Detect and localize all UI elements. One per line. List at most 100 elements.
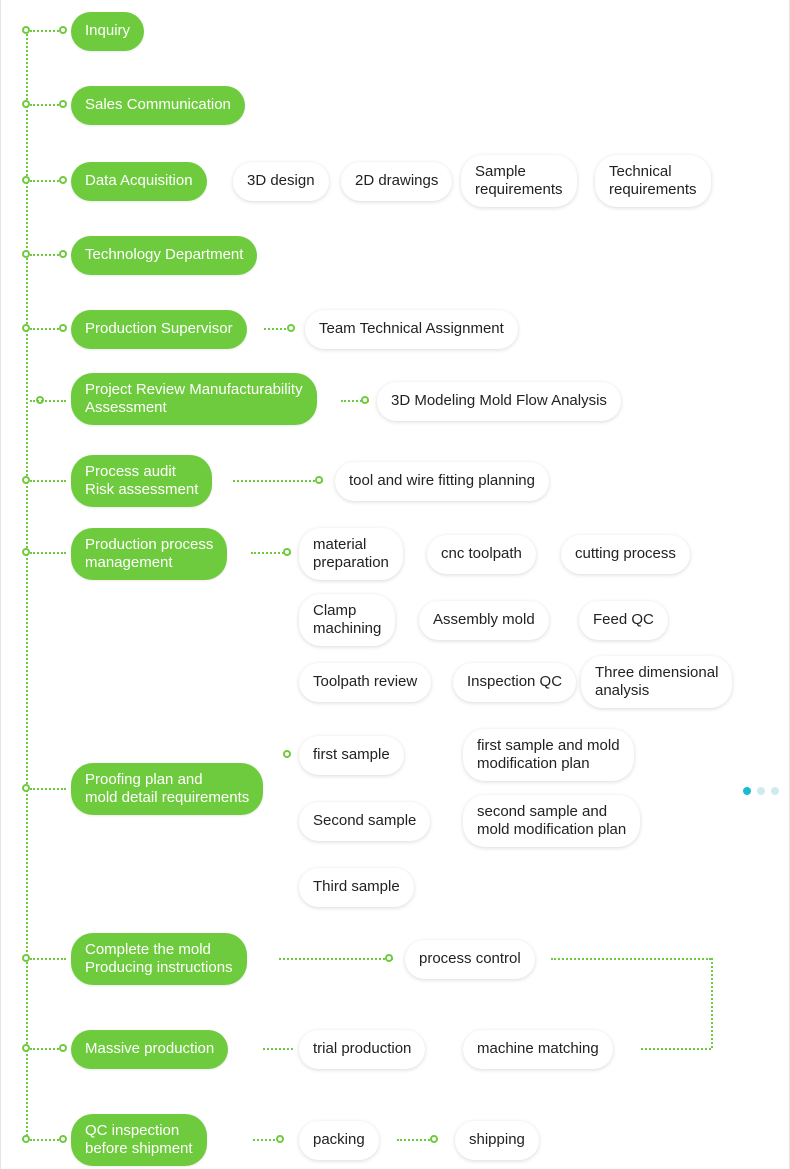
spine-dot	[22, 476, 30, 484]
connector	[711, 958, 713, 1048]
node-dot	[287, 324, 295, 332]
spine-dot	[22, 324, 30, 332]
node-dot	[385, 954, 393, 962]
sub-label: tool and wire fitting planning	[349, 472, 535, 491]
node-label: Complete the mold Producing instructions	[85, 941, 233, 977]
node-production-supervisor: Production Supervisor	[71, 310, 247, 349]
sub-label: Clamp machining	[313, 602, 381, 638]
pagination-dots[interactable]	[743, 787, 779, 795]
sub-label: Sample requirements	[475, 163, 563, 199]
node-label: Proofing plan and mold detail requiremen…	[85, 771, 249, 807]
connector	[551, 958, 711, 960]
sub-label: Inspection QC	[467, 673, 562, 692]
spine-dot	[22, 250, 30, 258]
sub-label: first sample and mold modification plan	[477, 737, 620, 773]
node-sales-communication: Sales Communication	[71, 86, 245, 125]
sub-label: Second sample	[313, 812, 416, 831]
sub-label: Third sample	[313, 878, 400, 897]
spine-dot	[22, 26, 30, 34]
spine-line	[26, 30, 28, 1140]
node-dot	[283, 548, 291, 556]
node-dot	[59, 100, 67, 108]
sub-label: Technical requirements	[609, 163, 697, 199]
sub-label: trial production	[313, 1040, 411, 1059]
sub-label: second sample and mold modification plan	[477, 803, 626, 839]
node-label: Inquiry	[85, 22, 130, 41]
sub-label: cutting process	[575, 545, 676, 564]
sub-label: process control	[419, 950, 521, 969]
sub-label: machine matching	[477, 1040, 599, 1059]
grid-material-prep: material preparation	[299, 528, 403, 580]
sample-second: Second sample	[299, 802, 430, 841]
connector	[263, 1048, 293, 1050]
spine-dot	[22, 954, 30, 962]
sub-label: first sample	[313, 746, 390, 765]
connector	[30, 788, 66, 790]
sub-label: cnc toolpath	[441, 545, 522, 564]
sub-tool-wire: tool and wire fitting planning	[335, 462, 549, 501]
grid-toolpath-review: Toolpath review	[299, 663, 431, 702]
node-massive-production: Massive production	[71, 1030, 228, 1069]
node-technology-dept: Technology Department	[71, 236, 257, 275]
node-label: Sales Communication	[85, 96, 231, 115]
sample-first-plan: first sample and mold modification plan	[463, 729, 634, 781]
connector	[279, 958, 393, 960]
spine-dot	[22, 1044, 30, 1052]
page-dot-1[interactable]	[743, 787, 751, 795]
node-project-review: Project Review Manufacturability Assessm…	[71, 373, 317, 425]
sub-team-assignment: Team Technical Assignment	[305, 310, 518, 349]
connector	[30, 552, 66, 554]
sub-3d-design: 3D design	[233, 162, 329, 201]
sub-shipping: shipping	[455, 1121, 539, 1160]
page-dot-3[interactable]	[771, 787, 779, 795]
sub-label: 2D drawings	[355, 172, 438, 191]
grid-assembly-mold: Assembly mold	[419, 601, 549, 640]
spine-dot	[22, 548, 30, 556]
node-dot	[315, 476, 323, 484]
node-dot	[361, 396, 369, 404]
sub-label: shipping	[469, 1131, 525, 1150]
connector	[30, 480, 66, 482]
node-data-acquisition: Data Acquisition	[71, 162, 207, 201]
node-label: QC inspection before shipment	[85, 1122, 193, 1158]
sub-3d-modeling: 3D Modeling Mold Flow Analysis	[377, 382, 621, 421]
node-process-audit: Process audit Risk assessment	[71, 455, 212, 507]
node-label: Production Supervisor	[85, 320, 233, 339]
sample-second-plan: second sample and mold modification plan	[463, 795, 640, 847]
node-dot	[59, 250, 67, 258]
page-dot-2[interactable]	[757, 787, 765, 795]
node-label: Production process management	[85, 536, 213, 572]
connector	[233, 480, 323, 482]
node-dot	[59, 26, 67, 34]
workflow-diagram: Inquiry Sales Communication Data Acquisi…	[0, 0, 790, 1169]
node-dot	[59, 1044, 67, 1052]
grid-3d-analysis: Three dimensional analysis	[581, 656, 732, 708]
grid-clamp-machining: Clamp machining	[299, 594, 395, 646]
spine-dot	[22, 784, 30, 792]
node-dot	[59, 176, 67, 184]
sub-label: packing	[313, 1131, 365, 1150]
node-dot	[430, 1135, 438, 1143]
sub-label: 3D Modeling Mold Flow Analysis	[391, 392, 607, 411]
sub-label: Assembly mold	[433, 611, 535, 630]
sub-label: Feed QC	[593, 611, 654, 630]
sub-machine-matching: machine matching	[463, 1030, 613, 1069]
node-dot	[59, 1135, 67, 1143]
node-label: Project Review Manufacturability Assessm…	[85, 381, 303, 417]
sub-sample-req: Sample requirements	[461, 155, 577, 207]
node-label: Massive production	[85, 1040, 214, 1059]
grid-cnc-toolpath: cnc toolpath	[427, 535, 536, 574]
sub-tech-req: Technical requirements	[595, 155, 711, 207]
node-prod-process-mgmt: Production process management	[71, 528, 227, 580]
sample-first: first sample	[299, 736, 404, 775]
spine-dot	[22, 1135, 30, 1143]
sample-third: Third sample	[299, 868, 414, 907]
connector	[641, 1048, 711, 1050]
sub-trial-prod: trial production	[299, 1030, 425, 1069]
spine-dot	[22, 100, 30, 108]
sub-label: 3D design	[247, 172, 315, 191]
grid-cutting-process: cutting process	[561, 535, 690, 574]
node-complete-mold: Complete the mold Producing instructions	[71, 933, 247, 985]
sub-2d-drawings: 2D drawings	[341, 162, 452, 201]
node-dot	[59, 324, 67, 332]
